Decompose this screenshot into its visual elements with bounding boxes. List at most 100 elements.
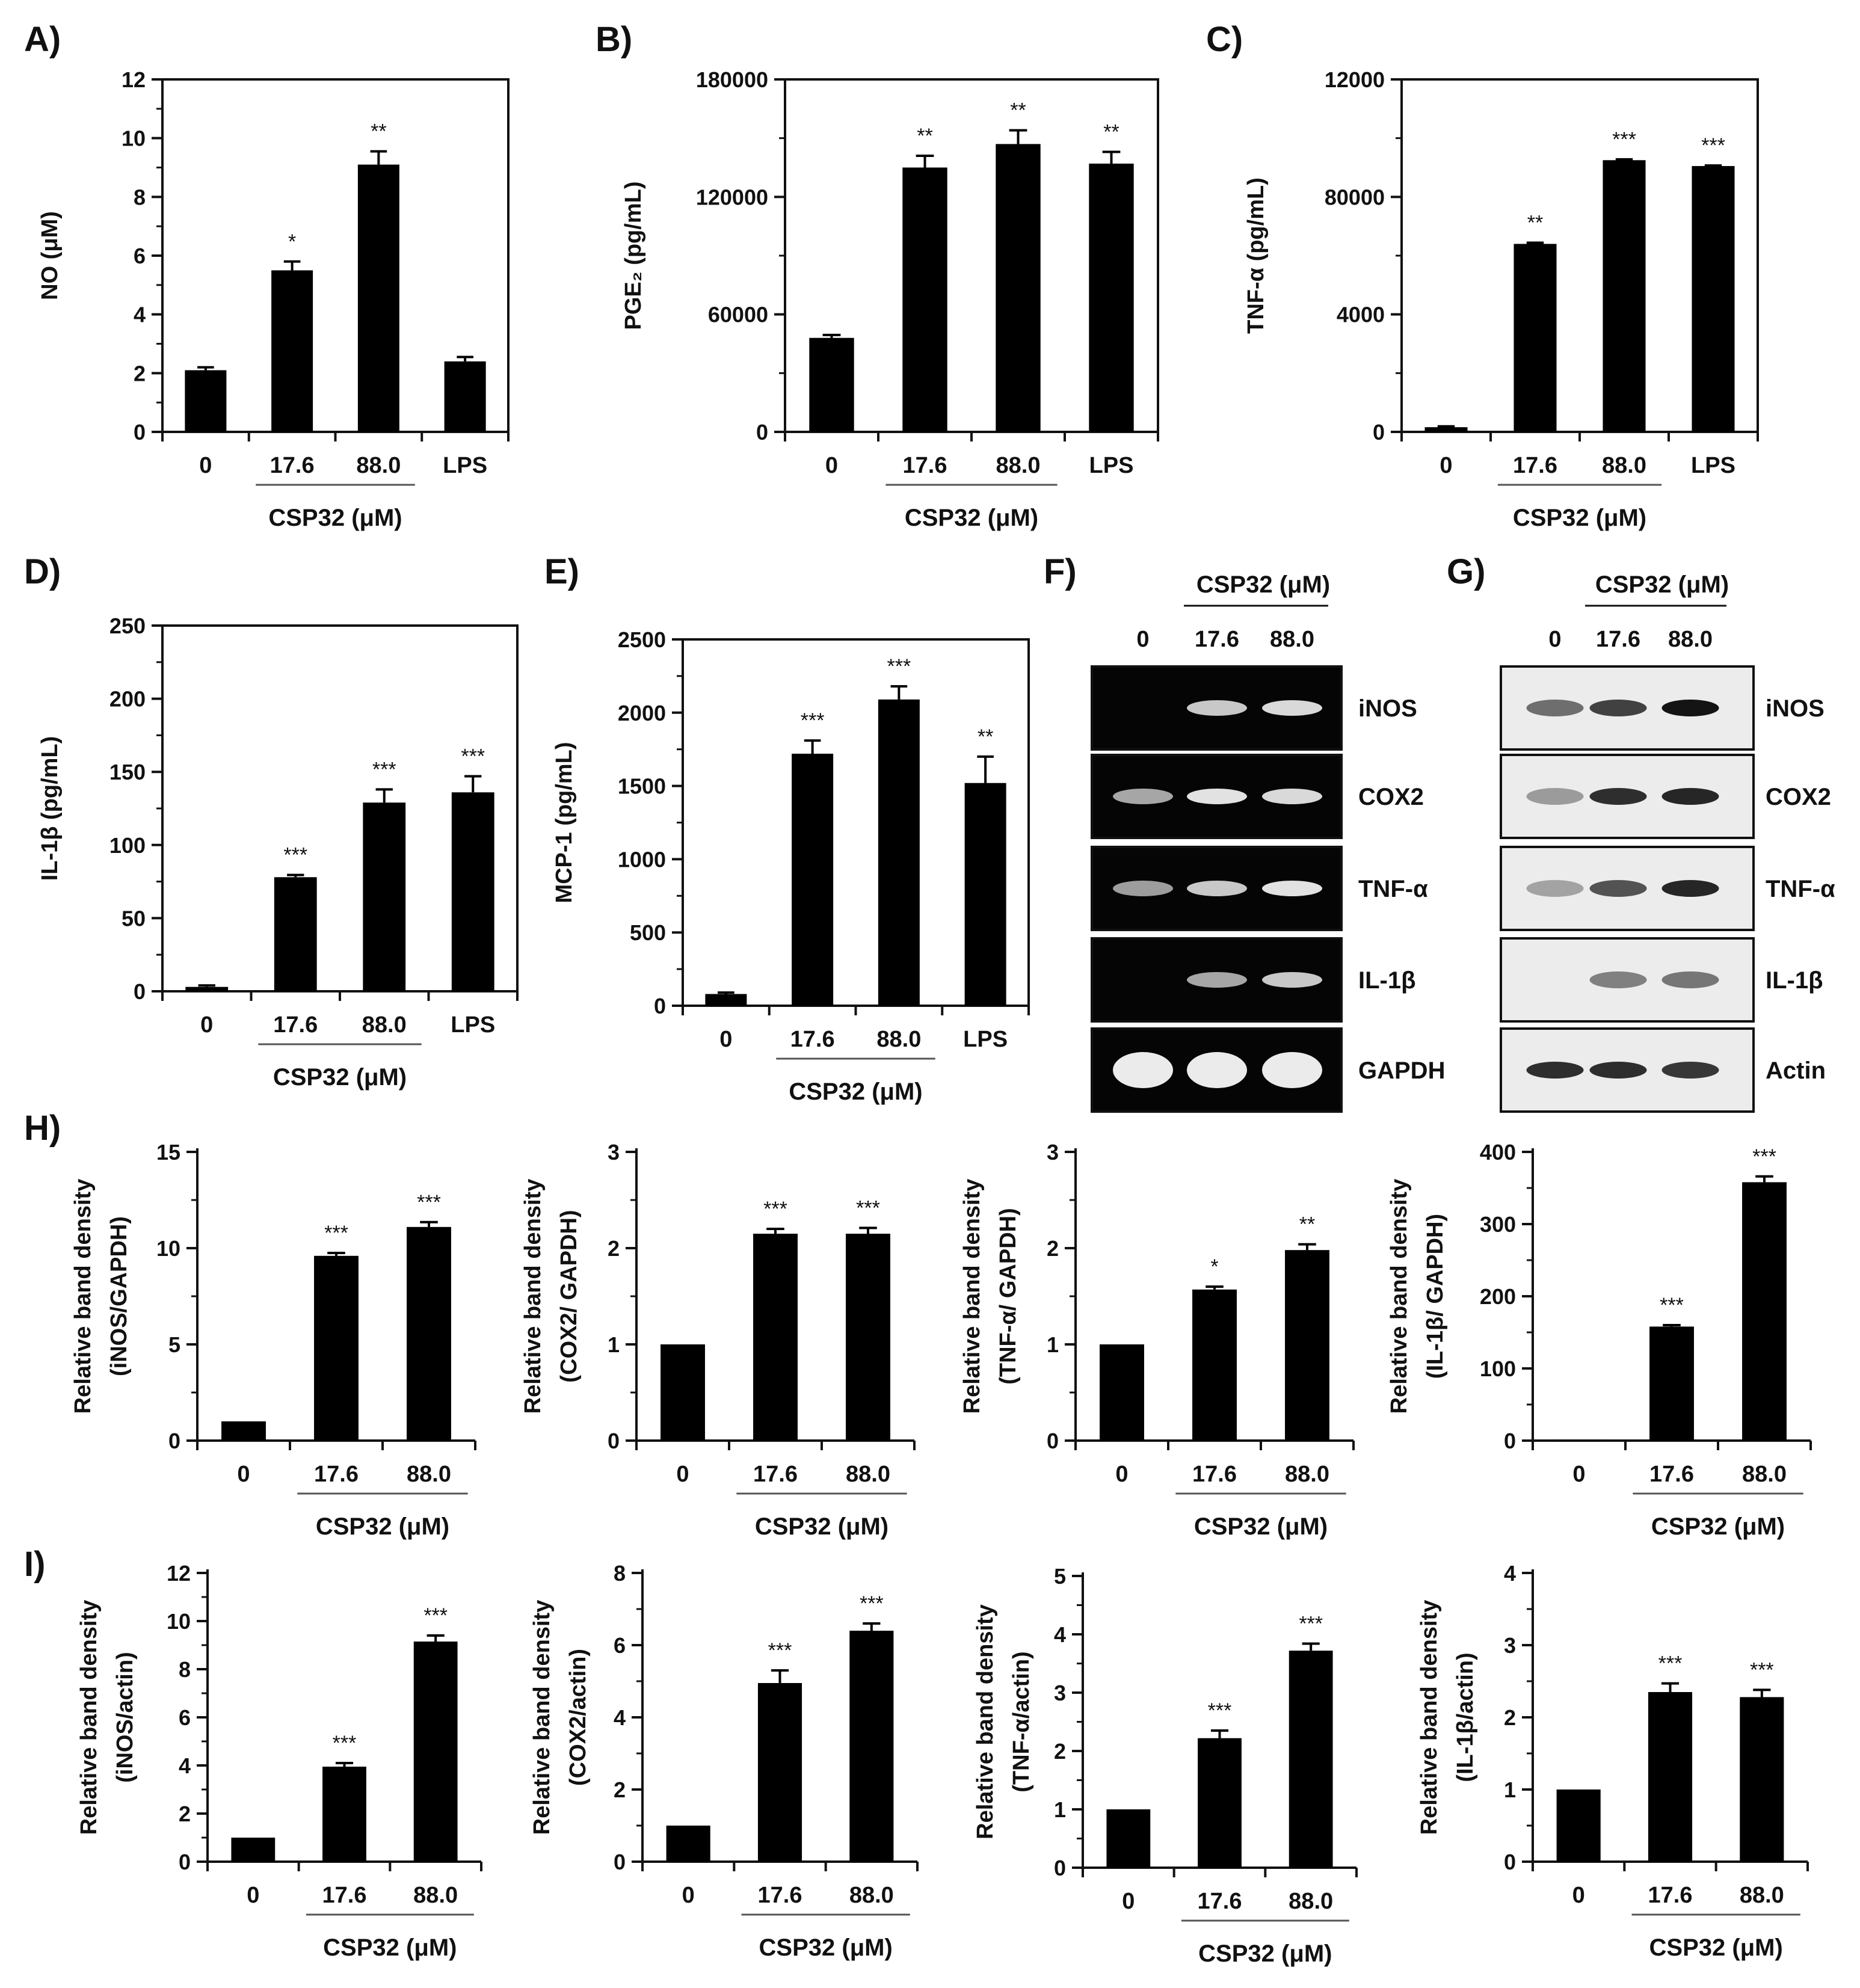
y-axis-label: Relative band density	[520, 1179, 546, 1414]
significance-mark: ***	[768, 1639, 792, 1662]
y-tick-label: 2	[1047, 1236, 1059, 1261]
y-tick-label: 2	[614, 1777, 626, 1802]
y-tick-label: 0	[756, 420, 768, 445]
y-axis-label: NO (μM)	[37, 211, 63, 300]
gel-row-label: COX2	[1358, 784, 1424, 810]
bar-88.0	[357, 164, 399, 432]
significance-mark: ***	[1658, 1652, 1683, 1675]
x-axis-title: CSP32 (μM)	[905, 505, 1038, 531]
bar-0	[1557, 1439, 1601, 1441]
y-tick-label: 200	[1480, 1284, 1516, 1309]
y-tick-label: 50	[122, 906, 146, 931]
x-tick-label: LPS	[1691, 453, 1735, 478]
gel-band	[1262, 789, 1322, 804]
significance-mark: *	[1210, 1255, 1218, 1278]
y-tick-label: 3	[1504, 1633, 1516, 1658]
x-tick-label: 0	[200, 1012, 213, 1038]
x-axis-title: CSP32 (μM)	[1651, 1513, 1785, 1540]
x-tick-label: 17.6	[903, 453, 947, 478]
y-axis-label: IL-1β (pg/mL)	[37, 736, 63, 881]
significance-mark: ***	[1750, 1658, 1774, 1681]
bar-17.6	[314, 1255, 359, 1441]
significance-mark: ***	[801, 709, 825, 732]
y-tick-label: 3	[608, 1140, 620, 1165]
x-tick-label: 17.6	[790, 1027, 835, 1052]
y-tick-label: 1000	[618, 847, 666, 872]
gel-band	[1661, 700, 1719, 716]
gel-row-label: GAPDH	[1358, 1057, 1445, 1084]
x-tick-label: 0	[682, 1883, 695, 1908]
gel-column-label: 88.0	[1668, 627, 1713, 652]
significance-mark: **	[1103, 120, 1119, 143]
chart-h3: 0 1 2 3 0 * 17.6 ** 88.0 CSP32 (μM) Relative band …	[959, 1140, 1355, 1540]
y-axis-label: Relative band density	[529, 1600, 555, 1835]
y-axis-label-2: (IL-1β/actin)	[1453, 1652, 1478, 1782]
x-tick-label: 88.0	[1740, 1883, 1784, 1908]
y-tick-label: 100	[109, 833, 146, 858]
chart-i2: 0 2 4 6 8 0 *** 17.6 *** 88.0 CSP32 (μM) Relative b…	[529, 1561, 919, 1961]
gel-header: CSP32 (μM)	[1196, 571, 1330, 598]
x-axis-title: CSP32 (μM)	[759, 1934, 893, 1961]
y-axis-label-2: (COX2/actin)	[565, 1649, 591, 1786]
bar-88.0	[1285, 1250, 1329, 1441]
gel-band	[1589, 788, 1647, 805]
x-axis-title: CSP32 (μM)	[323, 1934, 457, 1961]
y-axis-label: Relative band density	[1387, 1179, 1412, 1414]
bar-88.0	[846, 1234, 890, 1441]
gel-row-label: iNOS	[1358, 695, 1417, 722]
y-tick-label: 1	[1504, 1777, 1516, 1802]
x-tick-label: LPS	[451, 1012, 495, 1038]
gel-band	[1661, 971, 1719, 988]
y-tick-label: 2	[134, 361, 146, 386]
x-tick-label: 88.0	[407, 1462, 451, 1487]
y-axis-label-2: (TNF-α/actin)	[1009, 1651, 1034, 1792]
x-tick-label: 17.6	[314, 1462, 359, 1487]
y-tick-label: 10	[156, 1236, 180, 1261]
chart-h4: 0 100 200 300 400 0 *** 17.6 *** 88.0 CSP32 (μM) Re…	[1387, 1140, 1812, 1540]
y-tick-label: 8	[179, 1657, 191, 1682]
panel-label-g: G)	[1447, 552, 1485, 591]
y-axis-label: PGE₂ (pg/mL)	[621, 182, 646, 330]
bar-17.6	[1192, 1289, 1237, 1441]
gel-column-label: 0	[1548, 627, 1561, 652]
x-tick-label: 17.6	[1649, 1462, 1694, 1487]
bar-88.0	[1740, 1697, 1784, 1862]
y-tick-label: 4	[134, 303, 146, 327]
y-axis-label: Relative band density	[1417, 1600, 1442, 1835]
gel-f: CSP32 (μM) 0 17.6 88.0 iNOS COX2 TNF-α IL-1β GAP…	[1091, 571, 1445, 1113]
gel-band	[1661, 1062, 1719, 1079]
bar-88.0	[363, 802, 406, 991]
y-tick-label: 10	[122, 126, 146, 151]
bar-17.6	[757, 1683, 802, 1862]
gel-row-label: IL-1β	[1358, 967, 1416, 994]
gel-column-label: 0	[1136, 627, 1149, 652]
significance-mark: *	[288, 230, 296, 253]
gel-band	[1661, 880, 1719, 897]
y-tick-label: 200	[109, 687, 146, 712]
significance-mark: ***	[372, 758, 396, 781]
bar-0	[231, 1838, 276, 1862]
x-tick-label: 17.6	[1192, 1462, 1237, 1487]
chart-i4: 0 1 2 3 4 0 *** 17.6 *** 88.0 CSP32 (μM) Relative b…	[1417, 1561, 1809, 1961]
bar-88.0	[407, 1226, 451, 1441]
y-tick-label: 0	[134, 420, 146, 445]
chart-a: 0 2 4 6 8 10 12 0 * 17.6 ** 88.0 LPS CSP32 (μM) NO (μM…	[37, 67, 510, 531]
y-axis-label: MCP-1 (pg/mL)	[552, 742, 577, 903]
y-tick-label: 0	[1504, 1429, 1516, 1453]
x-tick-label: 88.0	[1285, 1462, 1329, 1487]
y-tick-label: 2	[1054, 1739, 1066, 1764]
significance-mark: ***	[324, 1222, 348, 1245]
bar-0	[666, 1826, 710, 1862]
x-tick-label: 88.0	[996, 453, 1041, 478]
y-tick-label: 0	[1504, 1850, 1516, 1874]
y-tick-label: 1	[1047, 1332, 1059, 1357]
gels-layer: CSP32 (μM) 0 17.6 88.0 iNOS COX2 TNF-α IL-1β GAP…	[1091, 571, 1835, 1113]
gel-column-label: 17.6	[1596, 627, 1640, 652]
x-tick-label: 88.0	[356, 453, 401, 478]
gel-band	[1113, 881, 1173, 896]
bar-17.6	[902, 167, 947, 432]
significance-mark: ***	[1208, 1699, 1232, 1722]
y-tick-label: 120000	[696, 185, 768, 209]
y-tick-label: 0	[1054, 1856, 1066, 1880]
